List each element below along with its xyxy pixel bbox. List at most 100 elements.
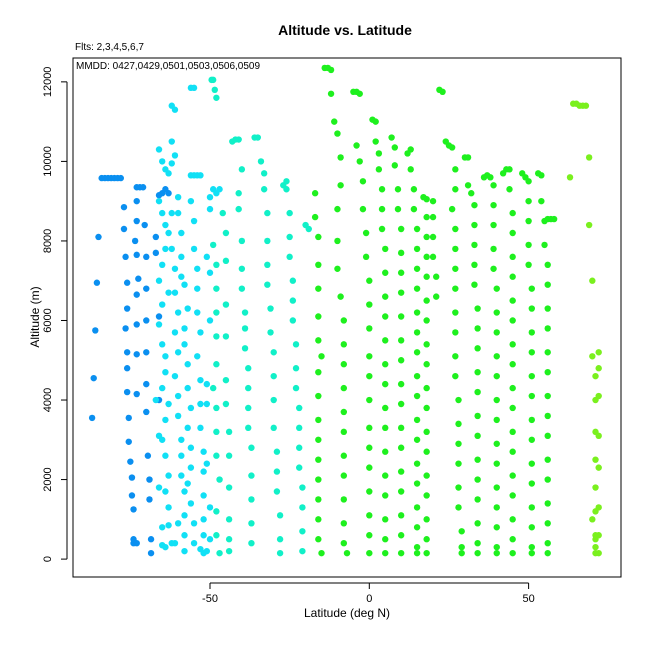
data-point xyxy=(585,221,593,229)
data-point xyxy=(394,205,402,213)
data-point xyxy=(452,372,459,380)
data-point xyxy=(452,285,459,292)
data-point xyxy=(159,158,166,165)
data-point xyxy=(143,253,150,261)
data-point xyxy=(219,209,226,217)
data-point xyxy=(222,333,230,340)
data-point xyxy=(592,372,599,380)
data-point xyxy=(378,186,386,193)
data-point xyxy=(178,472,185,479)
data-point xyxy=(222,301,230,308)
data-point xyxy=(276,512,284,519)
data-point xyxy=(493,285,500,292)
data-point xyxy=(544,412,551,420)
data-point xyxy=(509,209,516,217)
data-point xyxy=(273,488,281,495)
data-point xyxy=(315,416,322,424)
data-point xyxy=(125,414,132,422)
data-point xyxy=(286,209,293,217)
data-point xyxy=(382,492,389,499)
data-point xyxy=(378,205,386,213)
data-point xyxy=(423,536,430,543)
data-point xyxy=(544,368,551,376)
data-point xyxy=(130,506,137,513)
data-point xyxy=(225,516,233,523)
data-point xyxy=(184,424,191,432)
data-point xyxy=(458,528,465,535)
data-point xyxy=(592,484,599,491)
data-point xyxy=(289,317,297,324)
data-point xyxy=(391,162,398,169)
data-point xyxy=(245,365,252,372)
data-point xyxy=(181,532,188,539)
data-point xyxy=(311,190,319,197)
data-point xyxy=(493,460,500,467)
data-point xyxy=(493,372,500,380)
data-point xyxy=(162,368,169,376)
data-point xyxy=(283,178,290,185)
data-point xyxy=(133,217,140,225)
data-point xyxy=(509,428,516,436)
data-point xyxy=(397,549,405,557)
data-point xyxy=(133,351,140,358)
data-point xyxy=(366,464,373,471)
data-point xyxy=(174,520,182,527)
data-point xyxy=(264,209,271,217)
data-point xyxy=(493,504,500,511)
data-point xyxy=(423,472,430,479)
data-point xyxy=(382,424,389,432)
chart-title: Altitude vs. Latitude xyxy=(278,22,412,38)
data-point xyxy=(471,201,478,209)
data-point xyxy=(410,205,418,213)
data-point xyxy=(413,392,421,400)
data-point xyxy=(474,305,481,312)
data-point xyxy=(165,289,172,296)
data-point xyxy=(168,138,175,145)
data-point xyxy=(245,404,252,412)
data-point xyxy=(525,178,532,185)
data-point xyxy=(413,309,421,316)
data-point xyxy=(264,237,271,245)
x-tick-label: 50 xyxy=(522,593,534,605)
data-point xyxy=(235,190,242,197)
data-point xyxy=(152,233,160,241)
data-point xyxy=(315,476,322,483)
data-point xyxy=(544,520,551,527)
data-point xyxy=(413,416,421,424)
data-point xyxy=(276,549,284,557)
data-point xyxy=(359,178,367,185)
data-point xyxy=(413,436,421,443)
data-point xyxy=(197,400,204,408)
data-point xyxy=(528,416,535,424)
data-point xyxy=(95,233,102,241)
data-point xyxy=(171,152,179,159)
data-point xyxy=(178,253,185,261)
data-point xyxy=(159,261,166,269)
data-point xyxy=(397,313,405,320)
data-point xyxy=(143,349,150,356)
data-point xyxy=(190,245,198,253)
data-point xyxy=(528,329,535,336)
y-tick-label: 8000 xyxy=(42,229,54,253)
data-point xyxy=(340,384,348,392)
data-point xyxy=(213,94,220,101)
data-point xyxy=(93,279,101,286)
data-point xyxy=(397,289,405,296)
data-point xyxy=(187,500,195,507)
data-point xyxy=(238,265,246,272)
data-point xyxy=(337,293,344,300)
data-point xyxy=(353,142,360,149)
data-point xyxy=(187,444,195,451)
data-point xyxy=(362,253,370,261)
data-point xyxy=(123,365,131,372)
data-point xyxy=(174,209,182,217)
data-point xyxy=(407,146,414,153)
data-point xyxy=(270,424,277,432)
data-point xyxy=(455,484,462,491)
data-point xyxy=(397,337,405,344)
data-point xyxy=(397,380,405,388)
data-point xyxy=(209,241,217,249)
data-point xyxy=(493,440,500,447)
data-point xyxy=(283,186,290,193)
